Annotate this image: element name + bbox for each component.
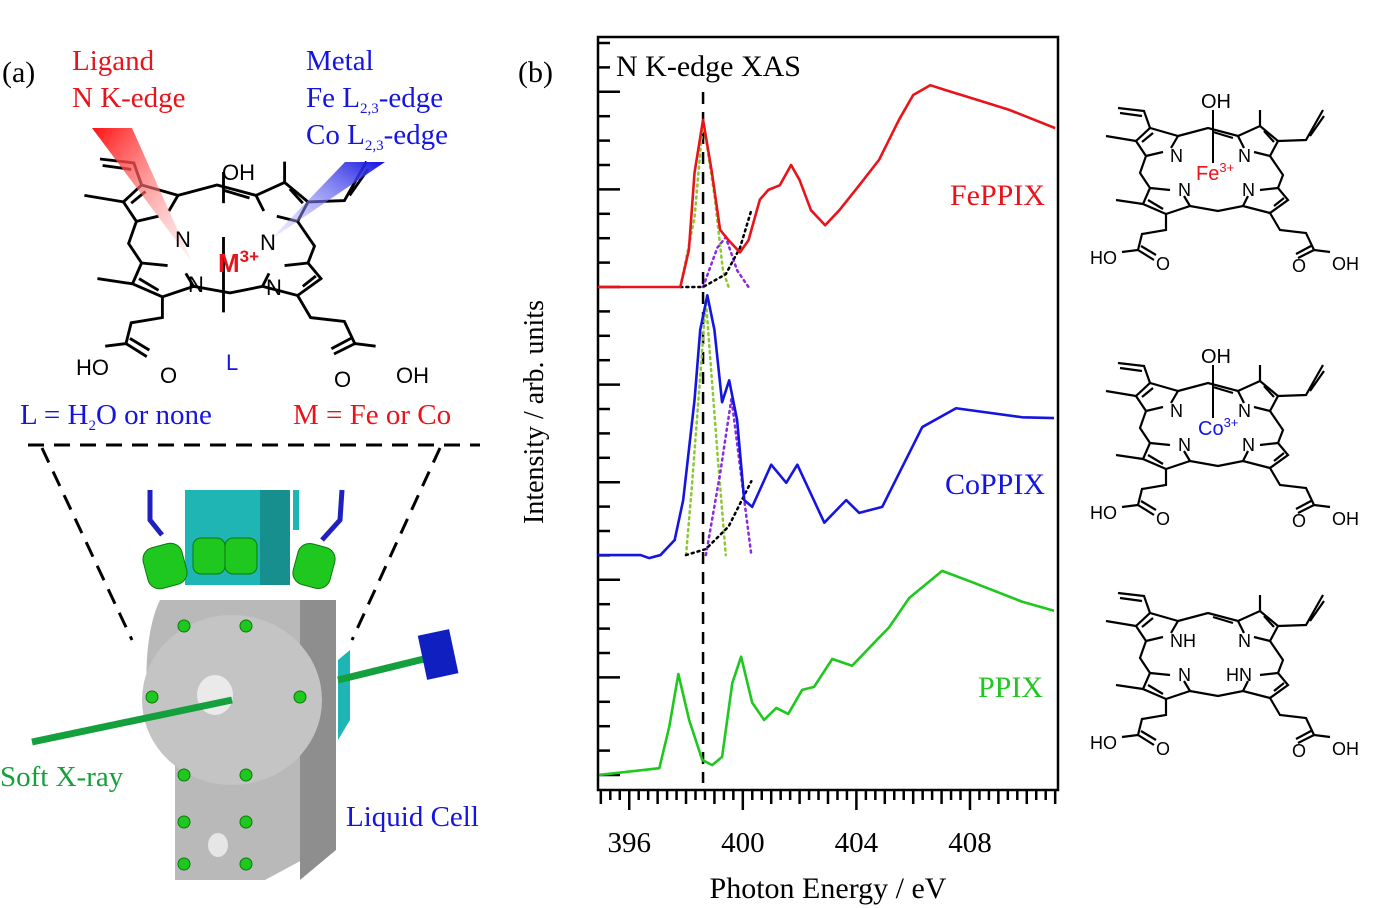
nh-label: NH bbox=[1170, 631, 1196, 651]
y-axis-ticks bbox=[598, 41, 620, 777]
series-label-ppix: PPIX bbox=[978, 671, 1043, 704]
oh-label: OH bbox=[1332, 254, 1359, 274]
o-label: O bbox=[1292, 511, 1306, 531]
o-label: O bbox=[1156, 739, 1170, 759]
soft-xray-label: Soft X-ray bbox=[0, 761, 124, 793]
structure-feppix: OH N N N N Fe3+ HO O O OH bbox=[1090, 91, 1359, 276]
axial-ligand-label: L bbox=[226, 350, 238, 375]
fit-component-coppix bbox=[704, 398, 753, 557]
liquid-cell-label: Liquid Cell bbox=[346, 801, 479, 833]
metal-probe-line3: Co L2,3-edge bbox=[306, 119, 448, 154]
x-tick-label: 404 bbox=[835, 827, 879, 859]
o-label: O bbox=[1156, 254, 1170, 274]
ho-label: HO bbox=[1090, 248, 1117, 268]
n-label: N bbox=[1178, 180, 1191, 200]
o-label: O bbox=[1156, 509, 1170, 529]
zoom-guide-lines bbox=[28, 443, 480, 641]
molecule-labels: OH N N N N M3+ L HO O O OH bbox=[76, 160, 429, 392]
metal-probe-line2: Fe L2,3-edge bbox=[306, 82, 443, 117]
ligand-probe-line2: N K-edge bbox=[72, 82, 186, 114]
x-axis-label: Photon Energy / eV bbox=[710, 872, 947, 905]
ligand-legend: L = H2O or none bbox=[20, 399, 212, 434]
x-tick-label: 396 bbox=[607, 827, 651, 859]
n-label: N bbox=[1170, 146, 1183, 166]
n-label: N bbox=[1238, 631, 1251, 651]
series-label-feppix: FePPIX bbox=[950, 179, 1045, 212]
metal-label: Fe3+ bbox=[1196, 160, 1234, 185]
y-axis-label: Intensity / arb. units bbox=[519, 300, 550, 524]
oh-label: OH bbox=[1332, 509, 1359, 529]
n-label: N bbox=[1178, 435, 1191, 455]
n-label: N bbox=[1238, 401, 1251, 421]
ho-label: HO bbox=[1090, 733, 1117, 753]
n-label: N bbox=[260, 230, 276, 255]
n-label: N bbox=[1178, 665, 1191, 685]
structure-coppix: OH N N N N Co3+ HO O O OH bbox=[1090, 346, 1359, 531]
acid-oh-label: OH bbox=[396, 363, 429, 388]
n-label: N bbox=[1242, 180, 1255, 200]
metal-legend: M = Fe or Co bbox=[293, 399, 451, 431]
o-label: O bbox=[1292, 256, 1306, 276]
n-label: N bbox=[1238, 146, 1251, 166]
series-label-coppix: CoPPIX bbox=[945, 468, 1045, 501]
ligand-beam-red bbox=[92, 128, 192, 262]
hn-label: HN bbox=[1226, 665, 1252, 685]
metal-label: M3+ bbox=[218, 247, 259, 278]
acid-o-label: O bbox=[160, 363, 177, 388]
o-label: O bbox=[1292, 741, 1306, 761]
liquid-cell-render bbox=[31, 489, 459, 880]
axial-oh-label: OH bbox=[1201, 91, 1231, 113]
panel-a-label: (a) bbox=[2, 56, 35, 89]
fit-component-feppix bbox=[679, 208, 753, 289]
metalloporphyrin-structure bbox=[82, 157, 378, 359]
ho-label: HO bbox=[1090, 503, 1117, 523]
spectrum-coppix bbox=[598, 293, 1055, 560]
axial-oh-label: OH bbox=[1201, 346, 1231, 368]
spectra bbox=[598, 83, 1056, 777]
fit-component-coppix bbox=[684, 300, 728, 557]
acid-ho-label: HO bbox=[76, 355, 109, 380]
structure-ppix: NH N N HN HO O O OH bbox=[1090, 591, 1359, 761]
n-label: N bbox=[1242, 435, 1255, 455]
chart-title: N K-edge XAS bbox=[616, 50, 801, 83]
x-axis-ticks bbox=[599, 790, 1057, 810]
ligand-probe-label: Ligand N K-edge bbox=[72, 45, 186, 114]
spectrum-feppix bbox=[598, 83, 1056, 289]
oh-label: OH bbox=[1332, 739, 1359, 759]
metal-label: Co3+ bbox=[1198, 415, 1238, 440]
n-label: N bbox=[266, 275, 282, 300]
n-label: N bbox=[1170, 401, 1183, 421]
n-label: N bbox=[175, 227, 191, 252]
n-label: N bbox=[188, 272, 204, 297]
metal-probe-line1: Metal bbox=[306, 45, 374, 77]
axial-oh-label: OH bbox=[222, 160, 255, 185]
ligand-probe-line1: Ligand bbox=[72, 45, 155, 77]
spectrum-ppix bbox=[598, 569, 1055, 777]
x-tick-labels: 396 400 404 408 bbox=[607, 827, 991, 859]
x-tick-label: 408 bbox=[948, 827, 992, 859]
panel-b-label: (b) bbox=[518, 56, 553, 89]
x-tick-label: 400 bbox=[721, 827, 765, 859]
metal-beam-blue bbox=[270, 162, 385, 240]
acid-o-label: O bbox=[334, 367, 351, 392]
fit-component-feppix bbox=[679, 119, 730, 289]
fit-component-coppix bbox=[684, 480, 753, 557]
metal-probe-label: Metal Fe L2,3-edge Co L2,3-edge bbox=[306, 45, 448, 154]
